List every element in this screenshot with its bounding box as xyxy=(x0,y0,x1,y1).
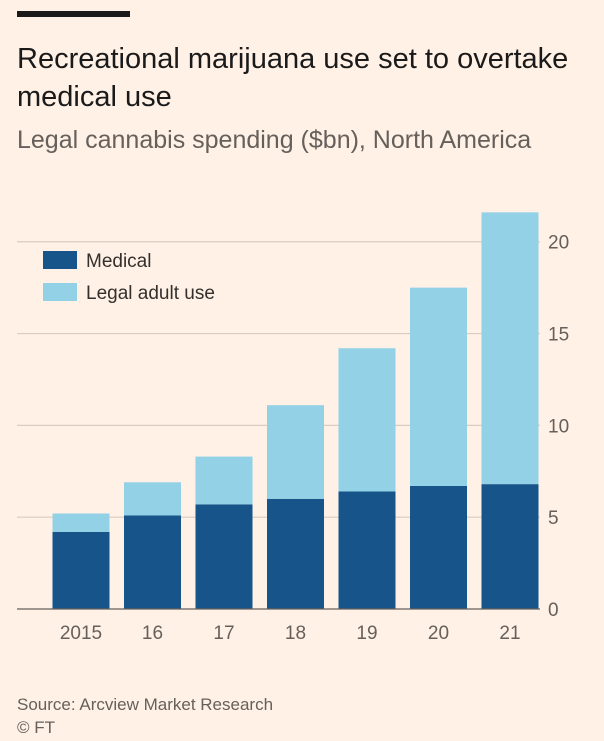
x-tick-label: 21 xyxy=(499,623,520,644)
bar-adult-use xyxy=(481,212,539,485)
source-note: Source: Arcview Market Research xyxy=(17,695,274,714)
legend-label-adult-use: Legal adult use xyxy=(86,283,215,304)
bar-adult-use xyxy=(410,287,467,486)
x-tick-label: 18 xyxy=(285,623,306,644)
y-tick-label: 0 xyxy=(548,600,559,621)
bar-medical xyxy=(267,498,324,609)
copyright-note: © FT xyxy=(17,718,56,737)
legend-swatch-adult-use xyxy=(43,283,77,301)
x-tick-label: 2015 xyxy=(60,623,102,644)
bar-medical xyxy=(410,485,467,609)
x-tick-label: 19 xyxy=(356,623,377,644)
bar-adult-use xyxy=(124,482,181,516)
y-tick-label: 20 xyxy=(548,233,569,254)
axes: 0 5 10 15 20 2015 16 17 18 19 20 21 xyxy=(17,233,569,644)
legend-swatch-medical xyxy=(43,251,77,269)
bar-adult-use xyxy=(267,405,324,499)
ft-brand-bar xyxy=(17,11,130,17)
chart-title: Recreational marijuana use set to overta… xyxy=(17,43,569,113)
bar-adult-use xyxy=(52,513,110,532)
bars xyxy=(52,212,539,609)
y-tick-label: 15 xyxy=(548,325,569,346)
bar-medical xyxy=(124,515,181,609)
y-tick-label: 10 xyxy=(548,416,569,437)
legend: Medical Legal adult use xyxy=(43,251,215,304)
bar-adult-use xyxy=(195,456,253,505)
chart-subtitle: Legal cannabis spending ($bn), North Ame… xyxy=(17,126,532,154)
x-tick-label: 20 xyxy=(428,623,449,644)
legend-label-medical: Medical xyxy=(86,251,151,272)
x-tick-label: 16 xyxy=(142,623,163,644)
bar-medical xyxy=(52,531,110,609)
bar-medical xyxy=(338,491,396,609)
y-tick-label: 5 xyxy=(548,508,559,529)
x-tick-label: 17 xyxy=(213,623,234,644)
bar-medical xyxy=(481,484,539,609)
bar-adult-use xyxy=(338,348,396,492)
bar-medical xyxy=(195,504,253,609)
